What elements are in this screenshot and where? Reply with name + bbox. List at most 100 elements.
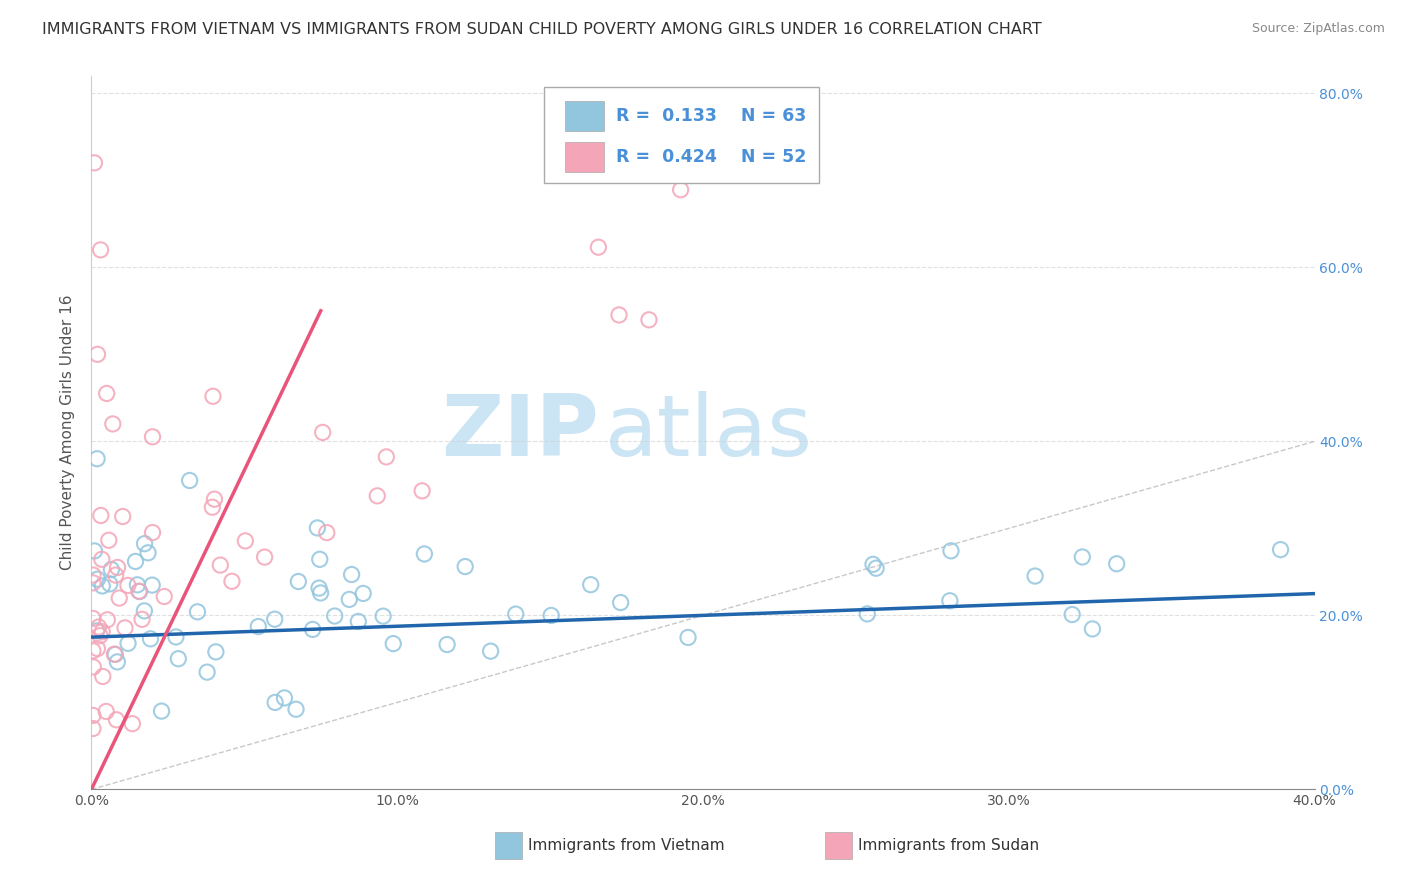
Point (307, 521, 329, 535)
FancyBboxPatch shape (544, 87, 820, 183)
Point (82, 708, 104, 723)
Point (82, 660, 104, 674)
Point (588, 240, 610, 254)
Point (856, 607, 879, 621)
Point (669, 183, 692, 197)
Point (101, 417, 124, 431)
Text: IMMIGRANTS FROM VIETNAM VS IMMIGRANTS FROM SUDAN CHILD POVERTY AMONG GIRLS UNDER: IMMIGRANTS FROM VIETNAM VS IMMIGRANTS FR… (42, 22, 1042, 37)
Point (579, 577, 602, 591)
Point (308, 552, 330, 566)
Point (104, 648, 127, 662)
Point (82, 611, 104, 625)
Point (264, 695, 287, 709)
Point (134, 537, 156, 551)
Point (865, 561, 887, 575)
Point (1270, 542, 1292, 557)
Point (96, 386, 118, 401)
Point (1105, 557, 1128, 571)
Point (308, 581, 330, 595)
Text: atlas: atlas (605, 391, 813, 475)
Point (153, 590, 176, 604)
Point (96, 705, 118, 719)
Point (83, 156, 105, 170)
Point (263, 612, 285, 626)
Text: Immigrants from Vietnam: Immigrants from Vietnam (529, 838, 724, 854)
Bar (565, 101, 605, 131)
Point (366, 489, 388, 503)
Point (273, 690, 295, 705)
Point (128, 584, 150, 599)
Point (165, 630, 187, 644)
Point (131, 612, 153, 626)
Point (204, 492, 226, 507)
Point (82, 722, 104, 736)
Point (90, 243, 112, 257)
Text: R =  0.424    N = 52: R = 0.424 N = 52 (616, 148, 807, 166)
Point (82, 568, 104, 582)
Text: ZIP: ZIP (441, 391, 599, 475)
Point (121, 716, 143, 731)
Point (142, 525, 165, 540)
Point (86, 572, 108, 586)
Point (382, 637, 405, 651)
Point (97, 533, 120, 548)
Point (89, 629, 111, 643)
Point (221, 574, 243, 589)
Point (91, 669, 114, 683)
Point (315, 525, 337, 540)
Point (436, 638, 458, 652)
Text: Immigrants from Sudan: Immigrants from Sudan (858, 838, 1039, 854)
Point (939, 593, 962, 607)
Point (454, 559, 477, 574)
Point (676, 631, 699, 645)
Point (117, 578, 139, 592)
Point (105, 713, 128, 727)
Point (107, 560, 129, 574)
Point (479, 644, 502, 658)
Point (609, 595, 631, 609)
Point (114, 621, 136, 635)
Point (939, 544, 962, 558)
Point (253, 550, 276, 565)
Point (411, 483, 433, 498)
Point (91, 579, 114, 593)
Bar (825, 831, 852, 859)
Point (186, 605, 208, 619)
Point (96, 613, 118, 627)
Point (100, 562, 122, 576)
Point (111, 509, 134, 524)
Point (103, 647, 125, 661)
Point (117, 636, 139, 650)
Point (285, 702, 308, 716)
Point (287, 574, 309, 589)
Point (98, 577, 121, 591)
Point (127, 578, 149, 592)
Point (104, 568, 127, 582)
Point (505, 607, 527, 621)
Point (90, 552, 112, 566)
Point (352, 586, 374, 600)
Point (105, 655, 128, 669)
Point (141, 578, 163, 592)
Point (413, 547, 436, 561)
Point (247, 619, 270, 633)
Bar (565, 142, 605, 172)
Point (309, 586, 332, 600)
Point (375, 450, 398, 464)
Point (139, 632, 162, 646)
Point (340, 567, 363, 582)
Point (540, 608, 562, 623)
Point (373, 609, 395, 624)
Point (86, 641, 108, 656)
Point (167, 651, 190, 665)
Point (91, 624, 114, 639)
Point (1024, 569, 1046, 583)
Point (86, 347, 108, 361)
Y-axis label: Child Poverty Among Girls Under 16: Child Poverty Among Girls Under 16 (60, 295, 76, 570)
Point (1062, 607, 1084, 622)
Point (82, 575, 104, 590)
Point (86, 624, 108, 638)
Point (86, 451, 108, 466)
Point (209, 558, 232, 573)
Point (862, 558, 884, 572)
